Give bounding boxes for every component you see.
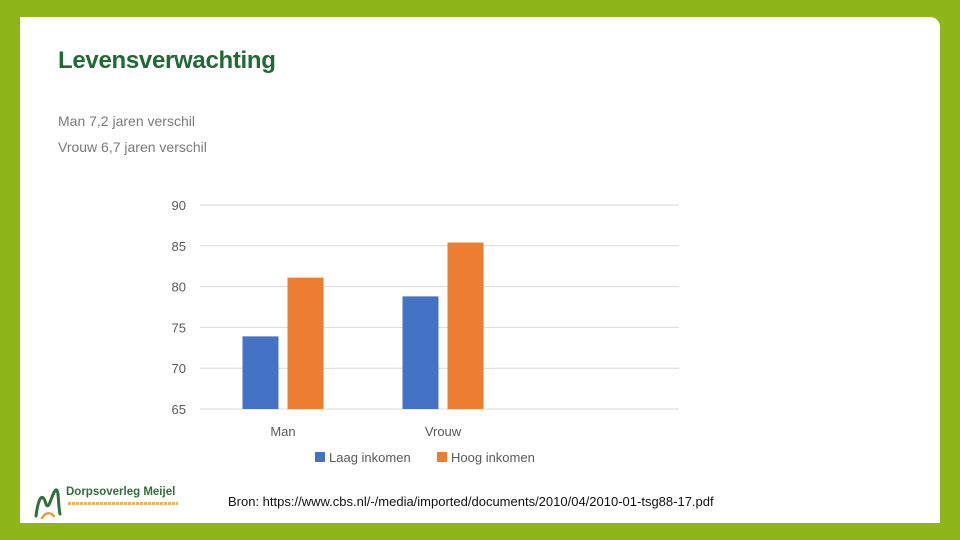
subtitle-man: Man 7,2 jaren verschil bbox=[58, 113, 195, 129]
legend-swatch bbox=[315, 452, 325, 462]
y-tick-label: 65 bbox=[172, 402, 186, 417]
x-category-label: Vrouw bbox=[425, 424, 462, 439]
x-category-label: Man bbox=[270, 424, 295, 439]
logo-tagline bbox=[68, 502, 178, 505]
subtitle-vrouw: Vrouw 6,7 jaren verschil bbox=[58, 139, 207, 155]
y-tick-label: 70 bbox=[172, 361, 186, 376]
source-citation: Bron: https://www.cbs.nl/-/media/importe… bbox=[228, 494, 714, 509]
logo-text: Dorpsoverleg Meijel bbox=[66, 486, 176, 498]
bar bbox=[242, 336, 279, 409]
y-tick-label: 90 bbox=[172, 198, 186, 213]
legend-label: Laag inkomen bbox=[329, 450, 411, 465]
logo-mark-icon bbox=[34, 488, 62, 520]
y-tick-label: 80 bbox=[172, 280, 186, 295]
bar-chart: 65 70 75 80 85 90 Man Vrouw Laag inkomen Hoog ink… bbox=[172, 198, 679, 465]
legend-label: Hoog inkomen bbox=[451, 450, 535, 465]
slide-canvas: Levensverwachting Man 7,2 jaren verschil… bbox=[20, 17, 940, 523]
bar bbox=[447, 242, 484, 409]
legend-swatch bbox=[437, 452, 447, 462]
bar bbox=[287, 277, 324, 409]
y-tick-label: 75 bbox=[172, 320, 186, 335]
slide-title: Levensverwachting bbox=[58, 47, 276, 74]
bar bbox=[402, 296, 439, 409]
logo: Dorpsoverleg Meijel bbox=[32, 482, 182, 522]
y-tick-label: 85 bbox=[172, 239, 186, 254]
